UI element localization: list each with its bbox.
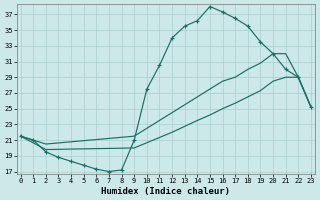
- X-axis label: Humidex (Indice chaleur): Humidex (Indice chaleur): [101, 187, 230, 196]
